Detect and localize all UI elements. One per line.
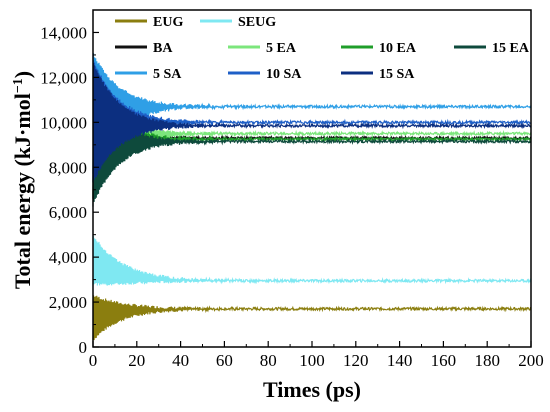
x-tick-label: 100 bbox=[299, 351, 325, 370]
x-tick-label: 180 bbox=[474, 351, 500, 370]
series-line-5-sa bbox=[92, 53, 532, 174]
legend-label: BA bbox=[153, 41, 173, 56]
x-tick-label: 0 bbox=[89, 351, 98, 370]
x-tick-label: 40 bbox=[172, 351, 189, 370]
y-tick-label: 8,000 bbox=[49, 158, 87, 177]
legend-item: 15 SA bbox=[341, 67, 415, 82]
y-tick-label: 6,000 bbox=[49, 203, 87, 222]
legend: EUG SEUG BA 5 EA 10 EA 15 EA 5 SA 10 SA 15 SA bbox=[115, 15, 530, 82]
plot-frame bbox=[92, 9, 532, 348]
x-tick-label: 20 bbox=[128, 351, 145, 370]
y-tick-label: 4,000 bbox=[49, 248, 87, 267]
x-tick-label: 140 bbox=[387, 351, 413, 370]
legend-label: 15 SA bbox=[379, 67, 415, 82]
y-axis-title-superscript: −1 bbox=[11, 78, 26, 93]
series-traces bbox=[92, 53, 532, 341]
x-tick-label: 200 bbox=[518, 351, 544, 370]
y-axis: 0 2,000 4,000 6,000 8,000 10,000 12,000 14,000 bbox=[40, 23, 99, 357]
legend-item: 10 SA bbox=[228, 67, 302, 82]
x-axis: 0 20 40 60 80 100 120 140 160 180 200 bbox=[89, 341, 544, 370]
x-tick-label: 160 bbox=[431, 351, 457, 370]
x-axis-title: Times (ps) bbox=[263, 377, 361, 402]
series-line-10-ea bbox=[92, 93, 532, 199]
y-tick-label: 2,000 bbox=[49, 293, 87, 312]
y-tick-label: 0 bbox=[79, 338, 88, 357]
legend-item: 10 EA bbox=[341, 41, 417, 56]
y-axis-title-main: Total energy (kJ·mol bbox=[10, 93, 35, 289]
y-axis-title-close: ) bbox=[10, 71, 35, 78]
y-axis-title: Total energy (kJ·mol−1) bbox=[10, 71, 35, 289]
series-line-15-sa bbox=[92, 62, 532, 183]
legend-label: 5 EA bbox=[266, 41, 297, 56]
y-tick-label: 10,000 bbox=[40, 113, 87, 132]
x-tick-label: 80 bbox=[260, 351, 277, 370]
legend-label: 5 SA bbox=[153, 67, 182, 82]
legend-item: SEUG bbox=[200, 15, 276, 30]
legend-item: 5 EA bbox=[228, 41, 297, 56]
series-line-5-ea bbox=[92, 88, 532, 196]
y-tick-label: 14,000 bbox=[40, 23, 87, 42]
legend-label: EUG bbox=[153, 15, 183, 30]
legend-label: 10 EA bbox=[379, 41, 417, 56]
x-tick-label: 60 bbox=[216, 351, 233, 370]
series-line-15-ea bbox=[92, 93, 532, 207]
y-tick-label: 12,000 bbox=[40, 68, 87, 87]
legend-item: 5 SA bbox=[115, 67, 182, 82]
series-line-seug bbox=[92, 235, 532, 286]
legend-item: EUG bbox=[115, 15, 183, 30]
legend-label: SEUG bbox=[238, 15, 276, 30]
series-line-eug bbox=[92, 295, 532, 341]
legend-item: BA bbox=[115, 41, 173, 56]
legend-label: 15 EA bbox=[492, 41, 530, 56]
x-tick-label: 120 bbox=[343, 351, 369, 370]
legend-item: 15 EA bbox=[454, 41, 530, 56]
legend-label: 10 SA bbox=[266, 67, 302, 82]
